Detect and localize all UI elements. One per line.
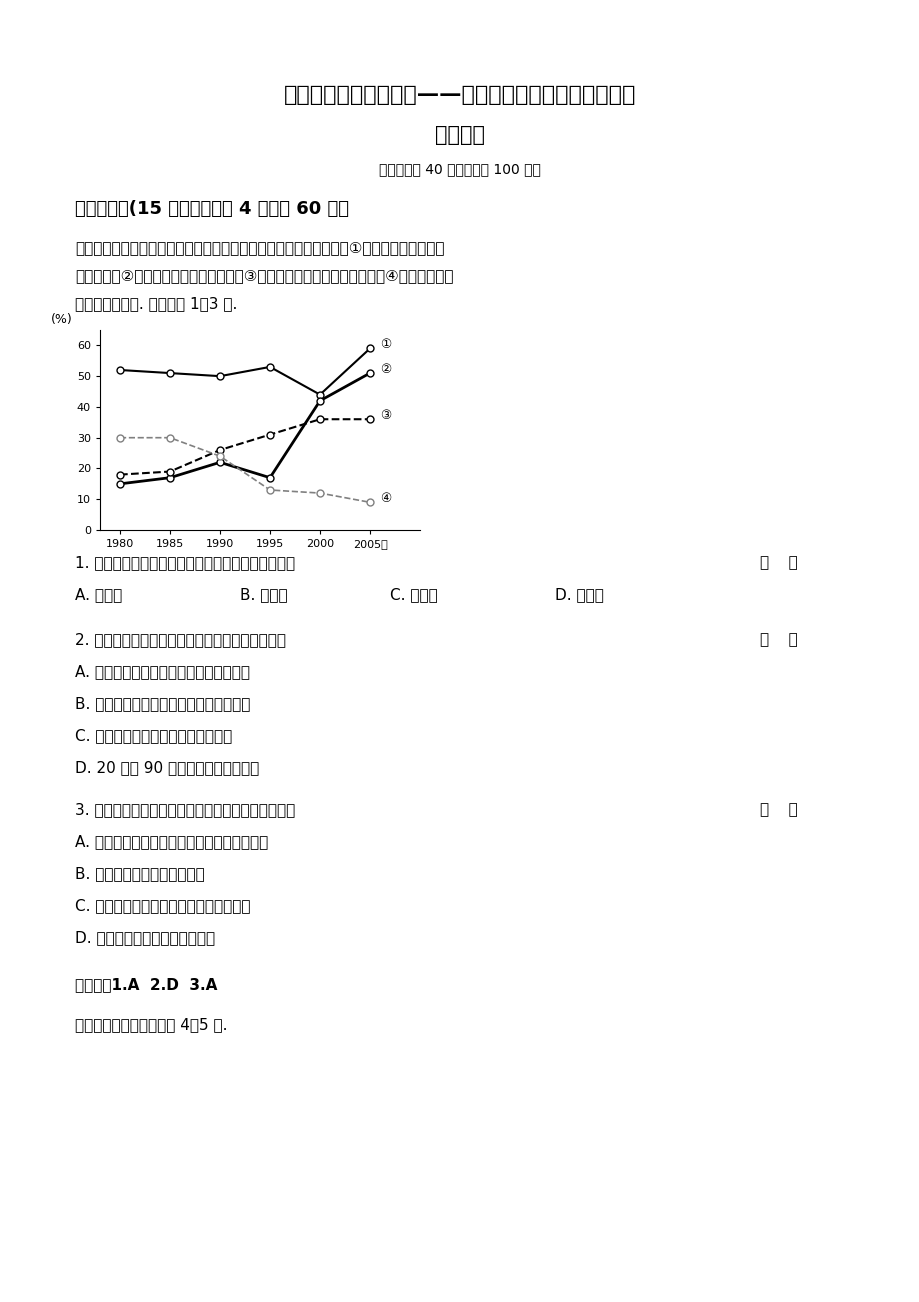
- Text: （    ）: （ ）: [759, 631, 797, 647]
- Text: C. 四川省: C. 四川省: [390, 587, 437, 602]
- Text: C. 农民的文化素质较低，农业经济不发达: C. 农民的文化素质较低，农业经济不发达: [75, 898, 250, 913]
- Text: B. 城市化发展与当地的经济发展协调一致: B. 城市化发展与当地的经济发展协调一致: [75, 697, 250, 711]
- Text: 《区域工业化与城市化——以我国珠江三角洲地区为例》: 《区域工业化与城市化——以我国珠江三角洲地区为例》: [283, 85, 636, 105]
- Text: （    ）: （ ）: [759, 802, 797, 816]
- Text: ②: ②: [380, 363, 391, 376]
- Text: 产值比重的变化. 读图回答 1～3 题.: 产值比重的变化. 读图回答 1～3 题.: [75, 296, 237, 311]
- Text: 1. 分析图中各曲线的变化特点，判断该省区最可能是: 1. 分析图中各曲线的变化特点，判断该省区最可能是: [75, 555, 295, 570]
- Text: D. 20 世纪 90 年代末城市化速度最快: D. 20 世纪 90 年代末城市化速度最快: [75, 760, 259, 775]
- Text: 读我国部分区域图，回答 4～5 题.: 读我国部分区域图，回答 4～5 题.: [75, 1017, 227, 1032]
- Text: 2. 图中曲线变化反映出该省区的城市化发展特点是: 2. 图中曲线变化反映出该省区的城市化发展特点是: [75, 631, 286, 647]
- Text: 下图为我国某省区三大产业产值比重与城市人口比重的变化图，其中①代表第二产业产值比: 下图为我国某省区三大产业产值比重与城市人口比重的变化图，其中①代表第二产业产值比: [75, 240, 444, 255]
- Text: 【答案】1.A  2.D  3.A: 【答案】1.A 2.D 3.A: [75, 976, 217, 992]
- Text: A. 江苏省: A. 江苏省: [75, 587, 122, 602]
- Text: ①: ①: [380, 339, 391, 352]
- Text: B. 农业生产水平落后，产出少: B. 农业生产水平落后，产出少: [75, 866, 205, 881]
- Text: ③: ③: [380, 409, 391, 422]
- Text: （测试时间 40 分钟，满分 100 分）: （测试时间 40 分钟，满分 100 分）: [379, 161, 540, 176]
- Text: ④: ④: [380, 492, 391, 505]
- Text: D. 海南省: D. 海南省: [554, 587, 603, 602]
- Text: A. 区域工业化和城市化的发展使耕地大大减少: A. 区域工业化和城市化的发展使耕地大大减少: [75, 835, 268, 849]
- Text: 重的变化，②代表城市人口比重的变化，③代表第三产业产值比重的变化，④代表第一产业: 重的变化，②代表城市人口比重的变化，③代表第三产业产值比重的变化，④代表第一产业: [75, 268, 453, 283]
- Text: 同步练习: 同步练习: [435, 125, 484, 145]
- Text: C. 城市人口增长与第二产业发展同步: C. 城市人口增长与第二产业发展同步: [75, 728, 232, 743]
- Y-axis label: (%): (%): [51, 312, 73, 326]
- Text: A. 与我国其他省区相比，城市化水平较低: A. 与我国其他省区相比，城市化水平较低: [75, 664, 250, 680]
- Text: （    ）: （ ）: [759, 555, 797, 570]
- Text: B. 河南省: B. 河南省: [240, 587, 288, 602]
- Text: D. 农业生产的自然条件日渐恶化: D. 农业生产的自然条件日渐恶化: [75, 930, 215, 945]
- Text: 3. 该省区的第一产业比重逐步下降，其主要的原因是: 3. 该省区的第一产业比重逐步下降，其主要的原因是: [75, 802, 295, 816]
- Text: 一、选择题(15 小题，每小题 4 分，共 60 分）: 一、选择题(15 小题，每小题 4 分，共 60 分）: [75, 201, 348, 217]
